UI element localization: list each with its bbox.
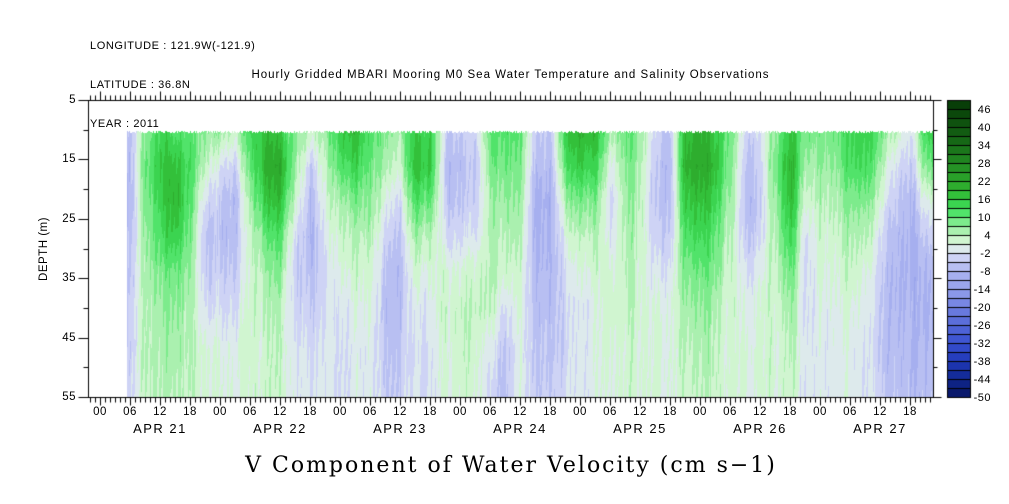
header-longitude: LONGITUDE : 121.9W(-121.9): [90, 40, 256, 52]
x-tick-label: 18: [303, 406, 317, 418]
x-tick-label: 00: [213, 406, 227, 418]
x-tick-label: 12: [873, 406, 887, 418]
colorbar-label: -20: [973, 301, 991, 314]
x-tick-label: 06: [363, 406, 377, 418]
x-tick-label: 06: [843, 406, 857, 418]
x-tick-label: 12: [633, 406, 647, 418]
x-tick-label: 12: [513, 406, 527, 418]
x-day-label: APR 24: [493, 421, 547, 436]
x-tick-label: 00: [813, 406, 827, 418]
x-tick-label: 00: [93, 406, 107, 418]
x-tick-label: 00: [573, 406, 587, 418]
x-day-label: APR 23: [373, 421, 427, 436]
x-tick-label: 06: [723, 406, 737, 418]
colorbar-label: -38: [973, 355, 991, 368]
colorbar-label: 22: [977, 175, 991, 188]
colorbar-label: -44: [973, 373, 991, 386]
x-day-label: APR 21: [133, 421, 187, 436]
y-tick-label: 5: [69, 94, 76, 106]
header-latitude: LATITUDE : 36.8N: [90, 79, 191, 91]
header-block: LONGITUDE : 121.9W(-121.9) LATITUDE : 36…: [90, 14, 255, 157]
x-day-label: APR 26: [733, 421, 787, 436]
y-tick-label: 25: [62, 212, 76, 225]
colorbar-label: 16: [977, 193, 991, 206]
x-tick-label: 18: [423, 406, 437, 418]
y-tick-label: 15: [62, 153, 76, 166]
x-tick-label: 18: [543, 406, 557, 418]
x-tick-label: 18: [783, 406, 797, 418]
colorbar-label: -50: [973, 391, 991, 404]
colorbar-label: 4: [984, 229, 991, 242]
x-day-label: APR 27: [853, 421, 907, 436]
x-tick-label: 18: [183, 406, 197, 418]
x-tick-label: 06: [243, 406, 257, 418]
colorbar-label: 40: [977, 121, 991, 134]
x-tick-label: 00: [453, 406, 467, 418]
colorbar-label: -26: [973, 319, 991, 332]
y-tick-label: 45: [62, 331, 76, 344]
x-tick-label: 06: [483, 406, 497, 418]
x-tick-label: 12: [273, 406, 287, 418]
x-day-label: APR 22: [253, 421, 307, 436]
x-tick-label: 00: [333, 406, 347, 418]
colorbar-label: 34: [977, 139, 991, 152]
x-tick-label: 18: [663, 406, 677, 418]
colorbar-label: 28: [977, 157, 991, 170]
colorbar-label: -14: [973, 283, 991, 296]
x-tick-label: 18: [903, 406, 917, 418]
x-tick-label: 00: [693, 406, 707, 418]
colorbar-label: 10: [977, 211, 991, 224]
colorbar-label: 46: [977, 103, 991, 116]
colorbar-label: -2: [980, 247, 991, 260]
colorbar-label: -32: [973, 337, 991, 350]
y-tick-label: 55: [62, 391, 76, 403]
plot-title: Hourly Gridded MBARI Mooring M0 Sea Wate…: [251, 69, 770, 81]
plot-caption: V Component of Water Velocity (cm s−1): [245, 453, 777, 478]
x-day-label: APR 25: [613, 421, 667, 436]
x-tick-label: 12: [393, 406, 407, 418]
x-tick-label: 06: [603, 406, 617, 418]
header-year: YEAR : 2011: [90, 118, 160, 130]
x-tick-label: 06: [123, 406, 137, 418]
x-tick-label: 12: [153, 406, 167, 418]
colorbar-label: -8: [980, 265, 991, 278]
x-tick-label: 12: [753, 406, 767, 418]
y-tick-label: 35: [62, 272, 76, 285]
